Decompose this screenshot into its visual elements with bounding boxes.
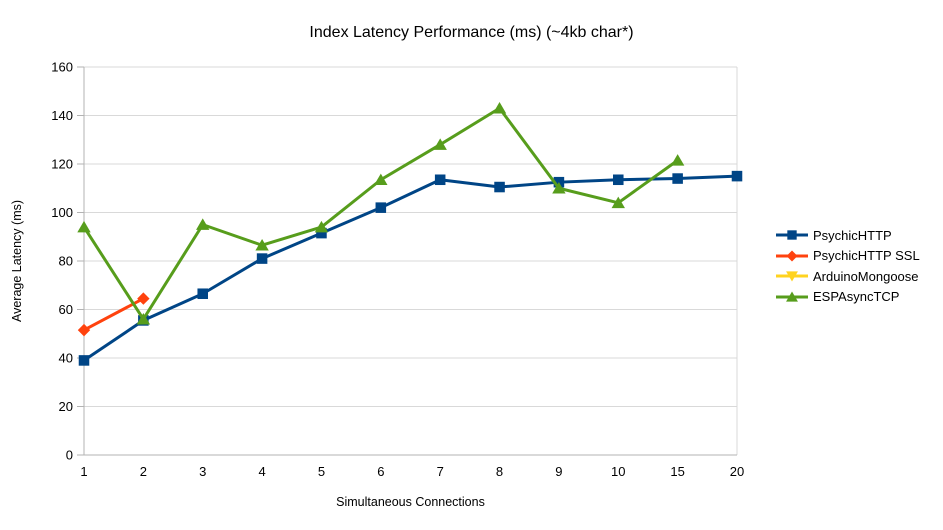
y-tick-label: 80	[59, 254, 73, 269]
legend-item-psychichttp: PsychicHTTP	[776, 225, 920, 246]
legend-marker-triangle-up-icon	[776, 291, 808, 302]
legend-item-espasynctcp: ESPAsyncTCP	[776, 287, 920, 308]
data-point-espasynctcp	[77, 220, 91, 233]
y-tick-label: 40	[59, 351, 73, 366]
x-tick-label: 3	[199, 464, 206, 479]
legend-marker-triangle-down-icon	[776, 271, 808, 282]
legend-label: ArduinoMongoose	[813, 268, 919, 284]
y-tick-label: 120	[51, 157, 73, 172]
legend-marker-shape	[786, 250, 798, 262]
x-tick-label: 8	[496, 464, 503, 479]
x-tick-label: 7	[437, 464, 444, 479]
x-tick-label: 6	[377, 464, 384, 479]
data-point-psychichttp	[494, 181, 505, 193]
data-point-espasynctcp	[492, 102, 507, 114]
x-tick-label: 5	[318, 464, 325, 479]
legend-marker-shape	[787, 230, 797, 240]
y-tick-label: 100	[51, 205, 73, 220]
legend-label: PsychicHTTP	[813, 227, 892, 243]
data-point-psychichttp	[731, 170, 743, 182]
legend-item-psychichttp-ssl: PsychicHTTP SSL	[776, 246, 920, 267]
data-point-psychichttp	[78, 355, 90, 366]
data-point-espasynctcp	[136, 313, 151, 325]
y-tick-label: 140	[51, 108, 73, 123]
legend-label: ESPAsyncTCP	[813, 289, 900, 305]
series-espasynctcp	[77, 102, 685, 325]
x-axis: 1 2 3 4 5 6 7 8 9 10 15 20	[80, 464, 744, 479]
x-tick-label: 15	[670, 464, 684, 479]
legend-marker-square-icon	[776, 230, 808, 240]
data-point-espasynctcp	[552, 182, 566, 194]
data-point-psychichttp	[375, 202, 387, 213]
data-point-psychichttp	[613, 174, 624, 186]
data-point-psychichttp	[434, 174, 446, 186]
data-point-espasynctcp	[314, 220, 329, 233]
y-axis: 0 20 40 60 80 100 120 140 160	[51, 60, 84, 463]
x-tick-label: 2	[140, 464, 147, 479]
data-point-psychichttp	[256, 253, 268, 264]
data-point-espasynctcp	[255, 239, 269, 251]
y-tick-label: 60	[59, 302, 73, 317]
data-point-psychichttp	[197, 288, 208, 300]
x-tick-label: 20	[730, 464, 744, 479]
legend-item-arduinomongoose: ArduinoMongoose	[776, 266, 920, 287]
legend-marker-shape	[786, 291, 798, 302]
legend-label: PsychicHTTP SSL	[813, 248, 920, 264]
y-tick-label: 160	[51, 60, 73, 75]
x-tick-label: 10	[611, 464, 625, 479]
series-psychichttp	[78, 170, 743, 366]
data-point-espasynctcp	[374, 173, 388, 186]
series-line-psychichttp	[82, 174, 739, 362]
y-tick-label: 20	[59, 399, 73, 414]
data-point-psychichttp-ssl	[137, 292, 150, 305]
legend: PsychicHTTP PsychicHTTP SSL ArduinoMongoos…	[776, 225, 920, 307]
data-point-psychichttp	[316, 227, 327, 239]
gridlines	[84, 66, 738, 455]
y-tick-label: 0	[66, 448, 73, 463]
x-axis-title: Simultaneous Connections	[336, 495, 485, 509]
legend-marker-shape	[786, 271, 798, 282]
x-tick-label: 9	[555, 464, 562, 479]
data-point-psychichttp	[672, 173, 683, 184]
series-line-espasynctcp	[82, 106, 680, 321]
data-point-psychichttp-ssl	[77, 323, 91, 337]
chart-title: Index Latency Performance (ms) (~4kb cha…	[309, 24, 634, 41]
data-point-espasynctcp	[611, 196, 625, 209]
data-point-espasynctcp	[433, 138, 447, 150]
x-tick-label: 4	[258, 464, 265, 479]
legend-marker-diamond-icon	[776, 250, 808, 262]
x-tick-label: 1	[80, 464, 87, 479]
data-point-espasynctcp	[670, 154, 685, 166]
data-point-espasynctcp	[196, 218, 210, 230]
